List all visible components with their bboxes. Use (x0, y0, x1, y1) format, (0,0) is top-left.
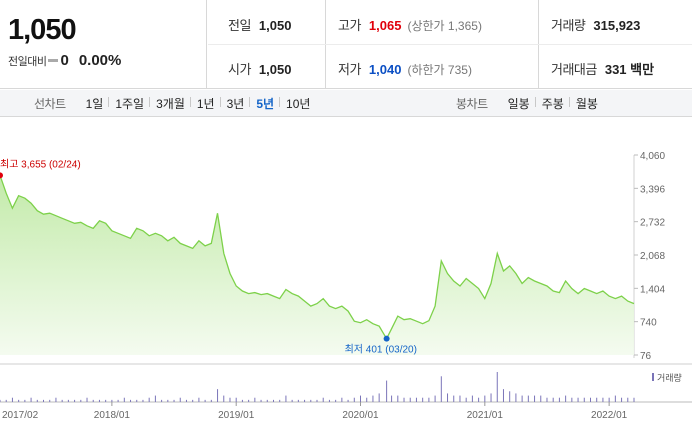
chart-tab-bar: 선차트 1일 1주일 3개월 1년 3년 5년 10년 봉차트 일봉 주봉 월봉 (0, 90, 692, 117)
y-tick-label: 2,068 (640, 251, 665, 262)
price-summary: 1,050 전일대비 0 0.00% (0, 0, 207, 89)
amount-label: 거래대금 (551, 62, 597, 77)
price-chart: 4,060 3,396 2,732 2,068 1,404 740 76 최고 3,655 … (0, 151, 692, 421)
x-tick-label: 2020/01 (342, 410, 379, 421)
current-price: 1,050 (8, 14, 77, 46)
candle-period-tab[interactable]: 일봉 (507, 97, 530, 111)
annotations: 최고 3,655 (02/24) 최저 401 (03/20) (0, 158, 417, 356)
volume: 거래량 315,923 (551, 15, 640, 34)
volume-legend-swatch (652, 373, 654, 381)
amount-value: 331 백만 (604, 62, 655, 77)
y-tick-label: 4,060 (640, 151, 665, 162)
line-period-tab[interactable]: 1주일 (108, 95, 150, 112)
x-tick-label: 2021/01 (467, 410, 504, 421)
x-tick-label: 2017/02 (2, 410, 39, 421)
line-period-tab[interactable]: 10년 (279, 95, 316, 112)
x-tick-label: 2018/01 (94, 410, 131, 421)
trade-amount: 거래대금 331 백만 (551, 59, 654, 78)
price-area (0, 175, 635, 355)
open-price: 시가 1,050 (228, 59, 291, 78)
high-label: 고가 (338, 18, 361, 33)
max-point-marker (0, 172, 3, 179)
change-label: 전일대비 (8, 55, 47, 68)
volume-legend: 거래량 (657, 372, 682, 383)
change-value: 0 (60, 52, 69, 69)
open-label: 시가 (228, 62, 251, 77)
y-tick-label: 3,396 (640, 184, 665, 195)
volume-value: 315,923 (593, 18, 641, 33)
prev-close-value: 1,050 (258, 18, 292, 33)
lower-limit: (하한가 735) (407, 63, 472, 77)
price-area-fill (0, 175, 634, 355)
x-tick-label: 2019/01 (218, 410, 255, 421)
price-line (0, 175, 635, 341)
line-period-tab[interactable]: 5년 (249, 95, 280, 112)
candle-period-tab[interactable]: 주봉 (534, 95, 570, 112)
volume-bars: 거래량 (0, 372, 682, 402)
line-chart-title: 선차트 (34, 97, 66, 111)
low-value: 1,040 (368, 62, 402, 77)
no-change-icon (48, 59, 59, 62)
y-tick-label: 740 (640, 318, 657, 329)
high-price: 고가 1,065 (상한가 1,365) (338, 15, 482, 34)
line-period-tab[interactable]: 1년 (189, 95, 221, 112)
upper-limit: (상한가 1,365) (407, 19, 482, 33)
x-tick-label: 2022/01 (591, 410, 628, 421)
line-chart-tabs: 선차트 1일 1주일 3개월 1년 3년 5년 10년 (34, 90, 316, 117)
y-axis: 4,060 3,396 2,732 2,068 1,404 740 76 (634, 151, 665, 362)
prev-close-label: 전일 (228, 18, 251, 33)
open-value: 1,050 (258, 62, 292, 77)
x-axis: 2017/02 2018/01 2019/01 2020/01 2021/01 2022/… (2, 402, 628, 421)
low-price: 저가 1,040 (하한가 735) (338, 59, 472, 78)
change-row: 전일대비 0 0.00% (8, 52, 121, 69)
high-value: 1,065 (368, 18, 402, 33)
candle-chart-tabs: 봉차트 일봉 주봉 월봉 (456, 90, 604, 117)
candle-chart-title: 봉차트 (456, 97, 488, 111)
line-period-tab[interactable]: 3년 (219, 95, 251, 112)
low-label: 저가 (338, 62, 361, 77)
volume-label: 거래량 (551, 18, 586, 33)
max-annotation: 최고 3,655 (02/24) (0, 158, 81, 170)
divider (208, 44, 692, 45)
line-period-tab[interactable]: 1일 (85, 97, 104, 111)
candle-period-tab[interactable]: 월봉 (568, 95, 604, 112)
y-tick-label: 2,732 (640, 218, 665, 229)
quote-header: 1,050 전일대비 0 0.00% 전일 1,050 고가 1,065 (상한… (0, 0, 692, 89)
y-tick-label: 1,404 (640, 284, 665, 295)
prev-close: 전일 1,050 (228, 15, 291, 34)
min-point-marker (383, 335, 390, 342)
change-rate: 0.00% (78, 52, 122, 69)
line-period-tab[interactable]: 3개월 (149, 95, 191, 112)
y-tick-label: 76 (640, 351, 652, 362)
min-annotation: 최저 401 (03/20) (345, 344, 417, 356)
